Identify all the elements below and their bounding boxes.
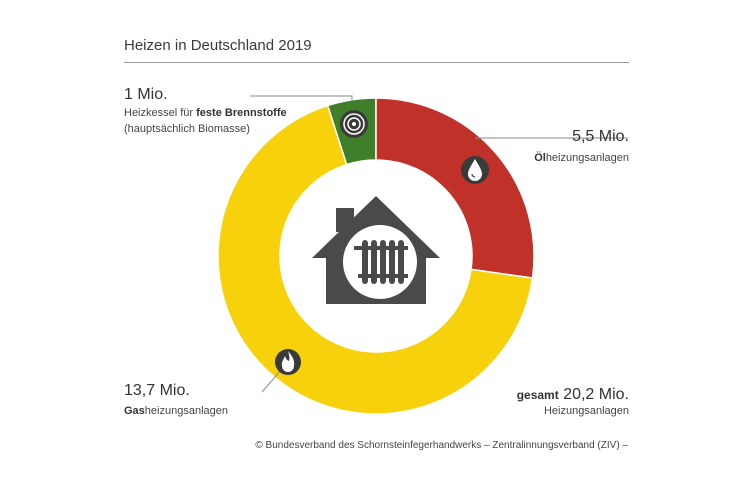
label-solid-line1-bold: feste Brennstoffe [196, 107, 287, 119]
label-gas-sub: Gasheizungsanlagen [124, 405, 228, 417]
source-footer: © Bundesverband des Schornsteinfegerhand… [255, 440, 628, 451]
label-oil-bold: Öl [534, 152, 546, 164]
label-total-value: 20,2 Mio. [563, 386, 629, 403]
label-oil-sub: Ölheizungsanlagen [534, 152, 629, 164]
title-divider [124, 62, 629, 63]
slice-gas [217, 104, 534, 415]
leader-line-solid [250, 95, 353, 101]
label-oil-rest: heizungsanlagen [545, 152, 629, 164]
flame-icon [275, 349, 301, 375]
chart-title: Heizen in Deutschland 2019 [124, 37, 312, 54]
label-total-bold: gesamt [516, 388, 559, 402]
label-gas-rest: heizungsanlagen [144, 405, 228, 417]
label-gas-bold: Gas [124, 405, 145, 417]
house-radiator-icon [312, 196, 440, 304]
oil-drop-icon [461, 156, 489, 184]
label-gas-value: 13,7 Mio. [124, 382, 190, 399]
label-solid-value: 1 Mio. [124, 86, 168, 103]
wood-log-icon [340, 110, 368, 138]
label-total-sub: Heizungsanlagen [543, 405, 629, 417]
label-solid-line1-pre: Heizkessel für [124, 107, 197, 119]
label-oil-value: 5,5 Mio. [572, 128, 629, 145]
label-total: gesamt 20,2 Mio. [517, 386, 629, 404]
label-solid-line1: Heizkessel für feste Brennstoffe [124, 107, 287, 119]
label-solid-line2: (hauptsächlich Biomasse) [124, 123, 250, 135]
slice-oil [375, 97, 535, 279]
